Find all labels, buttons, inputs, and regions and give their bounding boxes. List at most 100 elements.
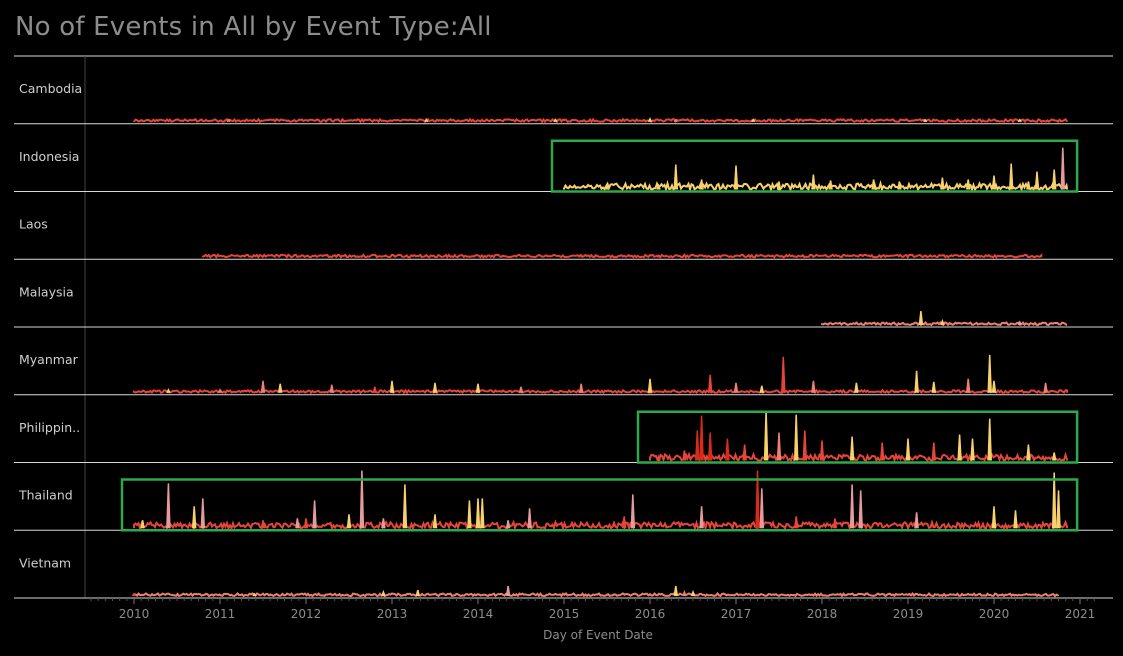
event-spike — [811, 380, 816, 393]
row-label: Vietnam — [19, 555, 71, 570]
event-spike — [1013, 510, 1018, 529]
event-spike — [1026, 181, 1031, 190]
event-spike — [759, 488, 765, 529]
x-tick-label: 2014 — [463, 607, 494, 621]
series-baseline — [201, 252, 1043, 259]
event-spike — [381, 518, 386, 529]
x-tick-label: 2012 — [291, 607, 322, 621]
row-label: Thailand — [18, 488, 73, 503]
event-spike — [742, 444, 747, 461]
event-spike — [518, 386, 524, 393]
event-spike — [763, 410, 769, 461]
event-spike — [252, 592, 257, 597]
event-spike — [424, 118, 429, 123]
event-spike — [923, 118, 928, 123]
event-spike — [931, 442, 937, 461]
event-spike — [725, 438, 730, 461]
x-axis-label: Day of Event Date — [543, 628, 653, 642]
event-spike — [940, 177, 945, 190]
event-spike — [682, 450, 687, 461]
event-spike — [918, 311, 924, 326]
event-spike — [260, 520, 266, 529]
event-spike — [987, 354, 992, 393]
event-spike — [871, 179, 876, 190]
event-spike — [828, 180, 833, 190]
event-spike — [505, 520, 511, 529]
event-spike — [1043, 382, 1048, 393]
series-baseline — [821, 320, 1068, 327]
row-label: Myanmar — [19, 352, 79, 367]
event-spike — [940, 318, 945, 326]
event-spike — [1051, 472, 1057, 529]
x-tick-label: 2010 — [119, 607, 150, 621]
event-spike — [854, 382, 859, 393]
event-spike — [793, 414, 799, 461]
event-spike — [359, 470, 365, 529]
row-label: Cambodia — [19, 81, 82, 96]
event-spike — [527, 508, 532, 529]
event-spike — [965, 378, 971, 393]
event-spike — [402, 484, 408, 529]
event-spike — [987, 418, 992, 461]
event-spike — [751, 118, 756, 123]
event-spike — [707, 432, 713, 461]
event-spike — [166, 388, 171, 394]
row-label: Malaysia — [19, 284, 74, 299]
event-spike — [793, 516, 799, 529]
event-spike — [802, 430, 808, 461]
x-tick-label: 2013 — [377, 607, 408, 621]
row-label: Indonesia — [19, 149, 79, 164]
event-spike — [1051, 169, 1057, 190]
event-spike — [819, 440, 825, 461]
series-baseline — [133, 388, 1069, 395]
event-spike — [647, 378, 653, 393]
event-spike — [759, 385, 765, 393]
event-spike — [897, 181, 902, 190]
event-spike — [673, 585, 679, 597]
event-spike — [475, 498, 481, 529]
x-tick-label: 2011 — [205, 607, 236, 621]
event-spike — [372, 386, 378, 393]
x-tick-label: 2016 — [635, 607, 666, 621]
event-spike — [673, 164, 679, 190]
event-spike — [690, 589, 696, 597]
event-spike — [432, 382, 438, 393]
event-spike — [776, 432, 782, 461]
event-spike — [707, 374, 713, 393]
series-baseline — [133, 519, 1069, 532]
event-spike — [781, 356, 786, 393]
event-spike — [699, 506, 704, 529]
event-spike — [389, 380, 395, 393]
event-spike — [480, 498, 485, 529]
x-tick-label: 2020 — [979, 607, 1010, 621]
event-spike — [991, 380, 997, 393]
event-spike — [858, 490, 863, 529]
event-spike — [1017, 320, 1022, 326]
event-spike — [295, 518, 300, 529]
event-spike — [415, 589, 421, 597]
event-spike — [931, 381, 937, 393]
event-spike — [905, 438, 911, 461]
row-label: Philippin.. — [19, 420, 80, 435]
event-spike — [991, 175, 997, 190]
highlight-box — [550, 139, 1079, 193]
event-spike — [970, 438, 975, 461]
series-baseline — [649, 451, 1069, 464]
event-spike — [879, 442, 885, 461]
event-spike — [849, 436, 855, 461]
event-spike — [1017, 118, 1022, 123]
event-spike — [312, 500, 317, 529]
event-spike — [131, 592, 137, 597]
event-spike — [630, 494, 636, 529]
series-baseline — [133, 591, 1060, 598]
x-tick-label: 2021 — [1065, 607, 1096, 621]
event-spike — [166, 483, 171, 529]
event-spike — [965, 179, 971, 190]
event-spike — [1034, 171, 1040, 190]
x-tick-label: 2017 — [721, 607, 752, 621]
series-baseline — [133, 117, 1069, 124]
event-spike — [656, 454, 661, 461]
event-spike — [260, 380, 266, 393]
event-spike — [604, 183, 610, 190]
